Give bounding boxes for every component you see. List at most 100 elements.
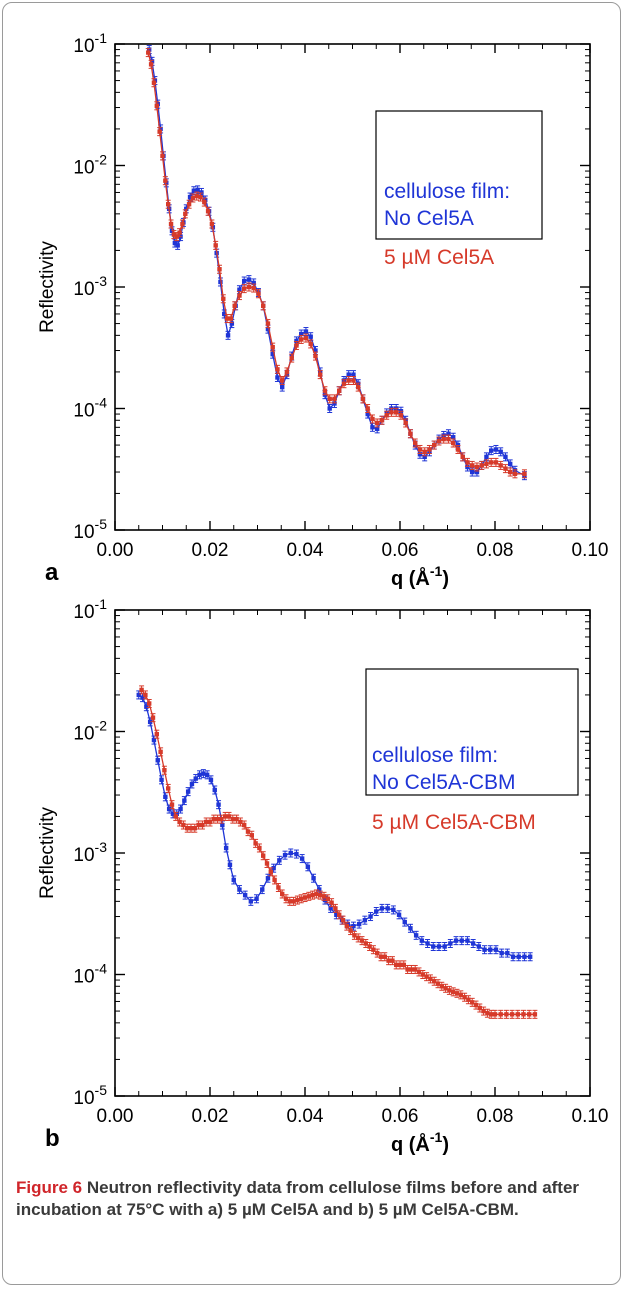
data-point: [484, 1008, 490, 1018]
marker: [327, 396, 332, 402]
marker: [425, 941, 430, 946]
marker: [417, 452, 423, 457]
marker: [187, 194, 193, 200]
data-point: [317, 890, 323, 900]
marker: [144, 704, 149, 709]
marker: [477, 1005, 482, 1011]
marker: [360, 396, 366, 402]
marker: [143, 692, 148, 698]
marker: [422, 449, 427, 455]
marker: [166, 806, 172, 812]
marker: [503, 454, 508, 460]
data-point: [527, 952, 533, 962]
data-point: [227, 860, 233, 870]
marker: [398, 413, 404, 418]
data-point: [498, 447, 504, 457]
marker: [403, 420, 408, 426]
marker: [363, 941, 368, 946]
y-tick-label: 10-3: [73, 273, 107, 300]
marker: [271, 865, 276, 871]
data-point: [162, 792, 168, 802]
data-point: [228, 314, 234, 324]
marker: [394, 410, 399, 415]
marker: [237, 293, 242, 298]
y-tick-base: 10: [73, 1088, 94, 1109]
marker: [166, 202, 171, 207]
data-point: [178, 804, 184, 814]
marker: [405, 967, 410, 972]
marker: [294, 343, 299, 348]
data-point: [390, 905, 396, 915]
marker: [194, 193, 199, 199]
marker: [251, 285, 256, 291]
data-point: [479, 460, 485, 470]
marker: [370, 416, 375, 422]
marker: [508, 461, 513, 467]
marker: [150, 715, 156, 720]
marker: [420, 972, 425, 977]
x-axis-label-xlabel-sup: -1: [430, 563, 443, 579]
data-point: [502, 452, 508, 462]
marker: [170, 811, 176, 817]
y-tick-base: 10: [73, 158, 94, 179]
data-point: [470, 938, 476, 948]
data-point: [474, 462, 480, 472]
marker: [229, 321, 235, 326]
data-point: [350, 921, 356, 931]
data-point: [208, 775, 214, 785]
data-point: [220, 294, 226, 304]
marker: [348, 928, 353, 933]
marker: [147, 701, 152, 706]
data-point: [145, 48, 151, 58]
data-point: [200, 769, 206, 779]
marker: [256, 291, 261, 296]
marker: [484, 461, 489, 467]
marker: [428, 976, 433, 982]
data-point: [182, 209, 188, 219]
marker: [205, 209, 211, 214]
marker: [493, 460, 499, 465]
data-point: [259, 885, 265, 895]
data-point: [507, 467, 513, 477]
data-point: [493, 444, 499, 454]
marker: [351, 372, 356, 377]
marker: [146, 50, 151, 55]
y-tick-base: 10: [73, 602, 94, 623]
panel-letter: a: [45, 559, 59, 586]
data-point: [242, 890, 248, 900]
marker: [314, 891, 319, 897]
marker: [462, 995, 467, 1000]
y-tick-label: 10-1: [73, 596, 107, 623]
marker: [532, 1012, 538, 1017]
marker: [280, 378, 285, 383]
data-point: [151, 735, 157, 745]
marker: [417, 447, 423, 452]
y-tick-base: 10: [73, 401, 94, 422]
data-point: [407, 923, 413, 933]
marker: [379, 906, 385, 911]
marker: [356, 384, 361, 390]
marker: [332, 401, 337, 406]
marker: [139, 687, 144, 693]
data-point: [265, 873, 271, 883]
data-point: [422, 447, 428, 457]
data-point: [510, 952, 516, 962]
y-axis-label: Reflectivity: [37, 241, 58, 333]
marker: [185, 825, 190, 831]
data-point: [379, 415, 385, 425]
data-point: [362, 915, 368, 925]
data-point: [248, 896, 254, 906]
marker: [482, 947, 487, 952]
data-point: [161, 765, 167, 775]
marker: [234, 816, 239, 822]
marker: [213, 243, 218, 248]
data-point: [327, 404, 333, 413]
data-point: [284, 367, 290, 377]
marker: [499, 950, 504, 956]
marker: [289, 355, 294, 361]
legend-entry-red: 5 µM Cel5A-CBM: [372, 811, 536, 834]
data-point: [148, 59, 154, 69]
data-point: [336, 386, 342, 396]
marker: [447, 988, 452, 993]
